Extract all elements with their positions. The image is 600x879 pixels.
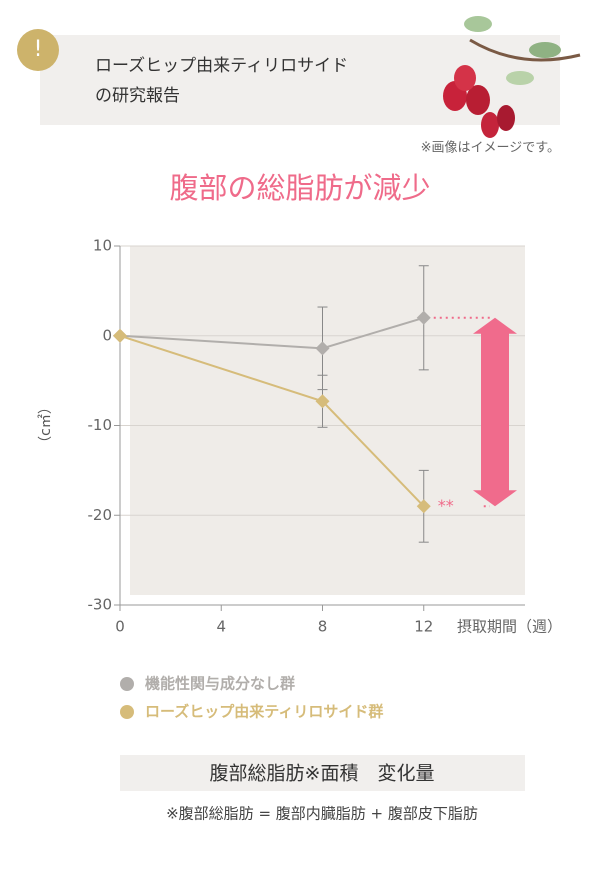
diff-arrow [473, 317, 517, 507]
x-tick-label: 4 [216, 618, 226, 636]
y-tick-label: -10 [88, 416, 113, 434]
plot-background [130, 246, 525, 595]
image-note: ※画像はイメージです。 [421, 141, 560, 156]
header-title: の研究報告 [95, 86, 180, 106]
caption-box [120, 755, 525, 791]
legend-marker [120, 705, 134, 719]
rosehip-illustration [443, 16, 581, 138]
header-icon-text: ! [34, 37, 43, 62]
header-icon [17, 29, 59, 71]
data-point [315, 394, 330, 409]
chart-title: 腹部の総脂肪が減少 [169, 171, 430, 205]
y-tick-label: 0 [102, 326, 112, 344]
x-axis-label: 摂取期間（週） [457, 618, 562, 636]
caption: 腹部総脂肪※面積 変化量 [210, 763, 435, 785]
y-tick-label: 10 [93, 237, 112, 255]
data-point [416, 310, 431, 325]
legend-label: 機能性関与成分なし群 [145, 675, 295, 693]
legend-marker [120, 677, 134, 691]
data-point [416, 499, 431, 514]
data-point [315, 341, 330, 356]
x-tick-label: 0 [115, 618, 125, 636]
x-tick-label: 12 [414, 618, 433, 636]
header-title: ローズヒップ由来ティリロサイド [95, 56, 348, 76]
plot: -30 -20 -10 0 10 0 4 8 12 ** [88, 237, 525, 636]
x-tick-label: 8 [318, 618, 328, 636]
data-point [113, 328, 127, 343]
y-tick-label: -20 [88, 506, 113, 524]
legend-label: ローズヒップ由来ティリロサイド群 [145, 703, 383, 721]
y-axis-label: （c㎡） [38, 400, 54, 450]
y-tick-label: -30 [88, 596, 113, 614]
significance-mark: ** [438, 496, 454, 515]
footnote: ※腹部総脂肪 = 腹部内臓脂肪 + 腹部皮下脂肪 [166, 805, 478, 823]
